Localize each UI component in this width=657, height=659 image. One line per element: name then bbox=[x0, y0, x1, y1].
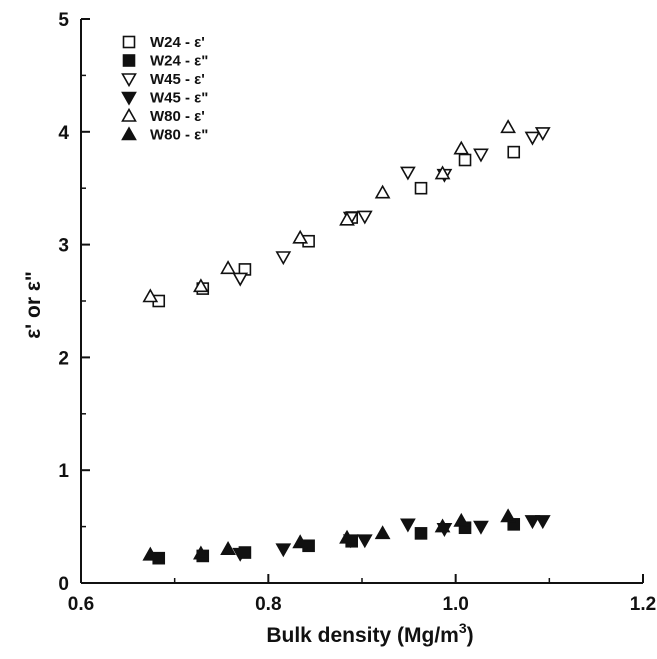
y-tick-label: 3 bbox=[58, 236, 69, 257]
series-5 bbox=[142, 508, 516, 561]
x-tick-label: 0.6 bbox=[68, 594, 94, 615]
data-point bbox=[473, 520, 489, 535]
data-point bbox=[142, 288, 159, 303]
legend-label: W24 - ε" bbox=[150, 53, 208, 70]
axes: 0 1 2 3 4 5 0.6 0.8 1.0 1.2 bbox=[58, 10, 656, 615]
series-3 bbox=[232, 515, 551, 562]
series-0 bbox=[152, 145, 521, 308]
legend: W24 - ε' W24 - ε"W45 - ε' W45 - ε"W80 - ε'… bbox=[121, 34, 208, 144]
legend-label: W24 - ε' bbox=[150, 34, 205, 51]
legend-marker bbox=[122, 54, 136, 67]
data-point bbox=[507, 145, 521, 159]
data-point bbox=[534, 127, 551, 142]
legend-marker bbox=[121, 126, 137, 141]
data-point bbox=[356, 534, 373, 549]
data-point bbox=[275, 543, 292, 558]
data-point bbox=[500, 119, 516, 134]
legend-marker bbox=[121, 73, 137, 88]
data-point bbox=[275, 251, 292, 266]
legend-label: W80 - ε' bbox=[150, 108, 205, 125]
legend-label: W80 - ε" bbox=[150, 127, 208, 144]
legend-marker bbox=[121, 91, 137, 106]
data-point bbox=[193, 545, 209, 560]
x-tick-label: 0.8 bbox=[255, 594, 281, 615]
data-point bbox=[458, 153, 472, 167]
data-point bbox=[400, 166, 416, 181]
data-point bbox=[414, 527, 428, 540]
data-point bbox=[374, 525, 391, 540]
data-point bbox=[292, 534, 309, 549]
data-point bbox=[220, 541, 236, 555]
data-point bbox=[374, 184, 391, 199]
data-marks bbox=[142, 119, 551, 565]
legend-marker bbox=[122, 35, 136, 49]
data-point bbox=[339, 211, 355, 226]
legend-label: W45 - ε' bbox=[150, 71, 205, 88]
data-point bbox=[400, 518, 416, 533]
data-point bbox=[534, 515, 551, 530]
x-tick-label: 1.2 bbox=[630, 594, 656, 615]
data-point bbox=[339, 529, 355, 544]
data-point bbox=[414, 181, 428, 195]
data-point bbox=[232, 272, 249, 287]
data-point bbox=[500, 508, 516, 523]
legend-label: W45 - ε" bbox=[150, 90, 208, 107]
data-point bbox=[232, 547, 249, 562]
data-point bbox=[193, 278, 209, 293]
data-point bbox=[292, 229, 309, 244]
x-axis-title: Bulk density (Mg/m3) bbox=[266, 620, 473, 647]
data-point bbox=[356, 210, 373, 225]
data-point bbox=[434, 165, 451, 180]
data-point bbox=[524, 131, 541, 146]
y-tick-label: 1 bbox=[58, 461, 69, 482]
y-axis-title: ε' or ε" bbox=[22, 271, 45, 339]
y-tick-label: 2 bbox=[58, 348, 69, 369]
data-point bbox=[434, 518, 451, 533]
y-tick-label: 4 bbox=[58, 123, 69, 144]
data-point bbox=[142, 546, 159, 561]
data-point bbox=[473, 148, 489, 163]
x-tick-label: 1.0 bbox=[442, 594, 468, 615]
data-point bbox=[453, 140, 470, 155]
legend-marker bbox=[121, 107, 137, 122]
data-point bbox=[453, 512, 470, 527]
series-2 bbox=[232, 127, 551, 287]
data-point bbox=[220, 260, 236, 275]
y-tick-label: 0 bbox=[58, 574, 69, 595]
series-4 bbox=[142, 119, 516, 303]
y-tick-label: 5 bbox=[58, 10, 69, 31]
data-point bbox=[524, 515, 541, 530]
